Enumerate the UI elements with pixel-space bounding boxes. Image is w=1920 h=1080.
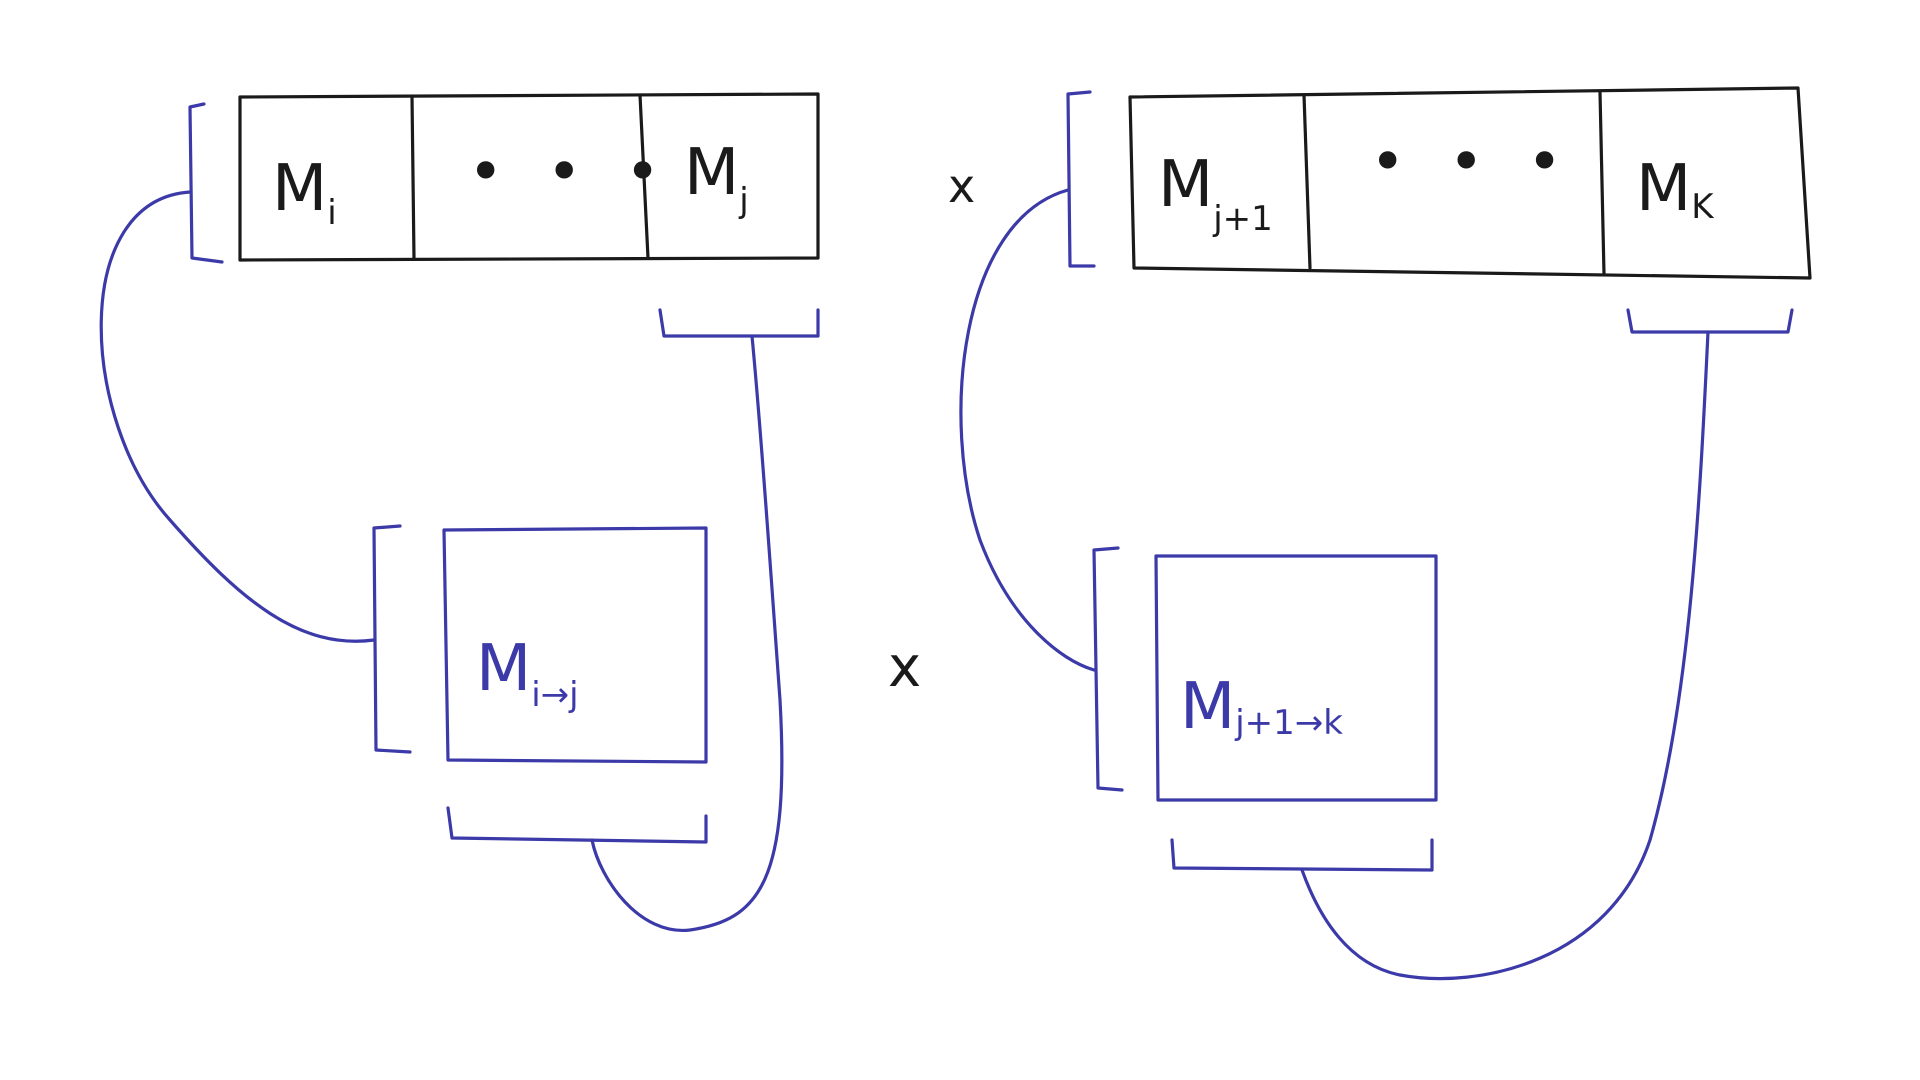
cols-link-left — [590, 334, 784, 932]
right-result: Mj+1→k — [1154, 554, 1438, 802]
left-chain-box — [238, 92, 820, 262]
right-result-cols-bracket — [1170, 838, 1434, 872]
right-result-label: Mj+1→k — [1180, 670, 1343, 744]
rows-link-left — [99, 190, 376, 643]
left-chain-divider-2 — [638, 93, 650, 260]
left-result-rows-bracket — [372, 524, 412, 754]
right-chain-cols-bracket — [1626, 308, 1794, 334]
right-chain-cell-mj1: Mj+1 — [1158, 148, 1273, 239]
top-multiply-sign: x — [948, 159, 975, 213]
right-result-box — [1154, 554, 1438, 802]
connectors — [99, 188, 1710, 981]
left-chain-divider-1 — [410, 94, 416, 261]
right-chain: Mj+1 • • • MK — [1128, 86, 1812, 280]
right-chain-divider-1 — [1302, 93, 1312, 270]
right-chain-ellipsis: • • • — [1370, 127, 1574, 197]
right-result-rows-bracket — [1092, 546, 1124, 792]
left-chain-cols-bracket — [658, 308, 820, 338]
rows-link-right — [959, 188, 1096, 672]
right-chain-cell-mk: MK — [1636, 152, 1715, 227]
left-chain-ellipsis: • • • — [468, 137, 672, 207]
left-chain-rows-bracket — [188, 102, 224, 264]
right-chain-box — [1128, 86, 1812, 280]
left-result-box — [442, 526, 708, 764]
left-result-cols-bracket — [446, 806, 708, 844]
left-result: Mi→j — [442, 526, 708, 764]
left-result-label: Mi→j — [476, 632, 579, 715]
left-chain-cell-mi: Mi — [272, 152, 337, 233]
bottom-multiply-sign: x — [888, 635, 921, 700]
left-chain-cell-mj: Mj — [684, 136, 749, 221]
cols-link-right — [1300, 330, 1710, 981]
brackets — [188, 90, 1794, 872]
right-chain-rows-bracket — [1066, 90, 1096, 268]
left-chain: Mi • • • Mj — [238, 92, 820, 262]
right-chain-divider-2 — [1598, 90, 1606, 276]
